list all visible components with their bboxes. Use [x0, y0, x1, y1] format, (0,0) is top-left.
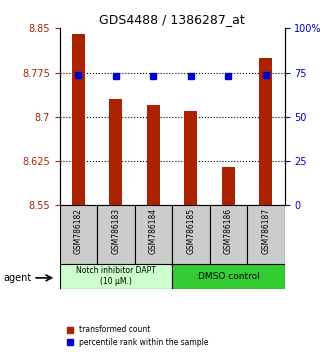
FancyBboxPatch shape — [172, 264, 285, 289]
Text: GSM786185: GSM786185 — [186, 208, 195, 255]
Text: DMSO control: DMSO control — [198, 272, 259, 281]
Text: GSM786182: GSM786182 — [74, 208, 83, 254]
Title: GDS4488 / 1386287_at: GDS4488 / 1386287_at — [99, 13, 245, 26]
FancyBboxPatch shape — [247, 205, 285, 264]
Text: Notch inhibitor DAPT
(10 μM.): Notch inhibitor DAPT (10 μM.) — [76, 267, 156, 286]
FancyBboxPatch shape — [97, 205, 135, 264]
Text: GSM786187: GSM786187 — [261, 208, 270, 255]
Text: GSM786186: GSM786186 — [224, 208, 233, 255]
Bar — [72, 34, 85, 205]
Text: GSM786184: GSM786184 — [149, 208, 158, 255]
Text: agent: agent — [3, 273, 31, 283]
Bar — [147, 105, 160, 205]
Bar — [109, 99, 122, 205]
FancyBboxPatch shape — [172, 205, 210, 264]
FancyBboxPatch shape — [60, 264, 172, 289]
Bar — [222, 167, 235, 205]
FancyBboxPatch shape — [210, 205, 247, 264]
FancyBboxPatch shape — [135, 205, 172, 264]
Bar — [260, 58, 272, 205]
FancyBboxPatch shape — [60, 205, 97, 264]
Text: GSM786183: GSM786183 — [111, 208, 120, 255]
Bar — [184, 111, 198, 205]
Legend: transformed count, percentile rank within the sample: transformed count, percentile rank withi… — [64, 322, 211, 350]
